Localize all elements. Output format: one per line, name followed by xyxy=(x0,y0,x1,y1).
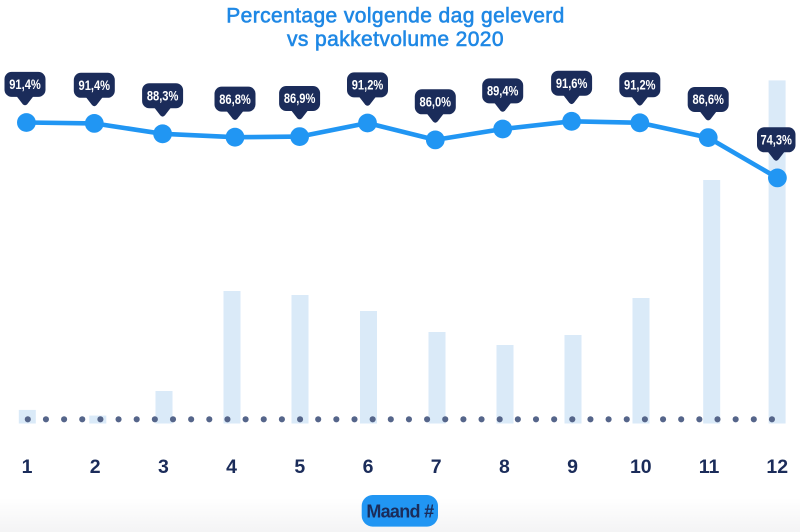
svg-text:91,4%: 91,4% xyxy=(79,78,111,93)
svg-text:vs pakketvolume 2020: vs pakketvolume 2020 xyxy=(287,28,504,51)
svg-text:3: 3 xyxy=(158,456,169,478)
svg-text:91,6%: 91,6% xyxy=(556,76,588,91)
svg-text:91,2%: 91,2% xyxy=(352,78,384,93)
svg-text:8: 8 xyxy=(499,456,510,478)
svg-text:86,6%: 86,6% xyxy=(692,92,724,107)
svg-text:5: 5 xyxy=(294,456,305,478)
svg-text:86,9%: 86,9% xyxy=(284,91,316,106)
svg-text:86,8%: 86,8% xyxy=(219,92,251,107)
svg-text:88,3%: 88,3% xyxy=(147,88,179,103)
svg-text:2: 2 xyxy=(90,456,101,478)
svg-text:74,3%: 74,3% xyxy=(760,133,792,148)
svg-text:4: 4 xyxy=(226,456,237,478)
svg-text:Maand #: Maand # xyxy=(366,501,434,521)
svg-text:6: 6 xyxy=(363,456,374,478)
svg-text:11: 11 xyxy=(699,456,720,478)
svg-text:Percentage volgende dag geleve: Percentage volgende dag geleverd xyxy=(226,5,565,28)
svg-text:10: 10 xyxy=(630,456,652,478)
svg-text:91,2%: 91,2% xyxy=(624,77,656,92)
svg-text:89,4%: 89,4% xyxy=(487,84,519,99)
svg-text:7: 7 xyxy=(431,456,442,478)
svg-text:9: 9 xyxy=(567,456,578,478)
svg-text:91,4%: 91,4% xyxy=(9,77,41,92)
svg-text:12: 12 xyxy=(766,456,788,478)
svg-text:86,0%: 86,0% xyxy=(420,95,452,110)
svg-text:1: 1 xyxy=(22,456,33,478)
